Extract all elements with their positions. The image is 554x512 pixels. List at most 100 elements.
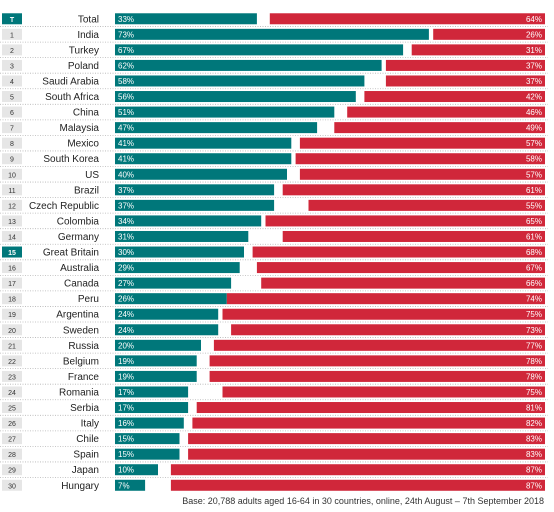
data-label-series-1: 51% xyxy=(118,108,134,117)
data-label-series-2: 67% xyxy=(526,264,542,273)
bar-series-1 xyxy=(115,417,184,429)
category-label: China xyxy=(73,108,100,119)
bar-series-2 xyxy=(308,199,545,211)
data-label-series-1: 31% xyxy=(118,232,134,241)
bar-series-1 xyxy=(115,402,189,414)
rank-badge xyxy=(2,417,22,429)
rank-label: 18 xyxy=(8,297,16,304)
rank-label: 6 xyxy=(10,110,14,117)
bar-series-2 xyxy=(261,277,545,289)
data-label-series-2: 58% xyxy=(526,155,542,164)
category-label: Turkey xyxy=(69,45,99,56)
bar-series-1 xyxy=(115,308,219,320)
rank-badge xyxy=(2,75,22,87)
rank-label: 2 xyxy=(10,48,14,55)
data-label-series-1: 33% xyxy=(118,15,134,24)
rank-badge xyxy=(2,464,22,476)
bar-series-2 xyxy=(269,13,545,25)
category-label: Argentina xyxy=(56,310,99,321)
data-label-series-2: 83% xyxy=(526,435,542,444)
category-label: India xyxy=(77,30,99,41)
rank-label: 27 xyxy=(8,437,16,444)
category-label: Germany xyxy=(58,232,99,243)
data-label-series-1: 7% xyxy=(118,481,130,490)
data-label-series-1: 16% xyxy=(118,419,134,428)
bar-series-2 xyxy=(231,324,545,336)
bar-series-1 xyxy=(115,386,189,398)
bar-series-1 xyxy=(115,293,227,305)
data-label-series-1: 19% xyxy=(118,372,134,381)
data-label-series-1: 17% xyxy=(118,404,134,413)
bar-series-1 xyxy=(115,324,219,336)
bar-series-2 xyxy=(411,44,545,56)
category-label: South Africa xyxy=(45,92,99,103)
data-label-series-1: 15% xyxy=(118,450,134,459)
bar-series-2 xyxy=(256,262,545,274)
rank-label: 22 xyxy=(8,359,16,366)
data-label-series-1: 37% xyxy=(118,201,134,210)
bar-series-1 xyxy=(115,137,292,149)
rank-label: T xyxy=(10,17,15,24)
rank-badge xyxy=(2,59,22,71)
category-label: Australia xyxy=(60,263,99,274)
bar-series-1 xyxy=(115,433,180,445)
bar-series-2 xyxy=(213,339,545,351)
rank-badge xyxy=(2,137,22,149)
rank-label: 14 xyxy=(8,234,16,241)
bar-series-1 xyxy=(115,448,180,460)
data-label-series-2: 87% xyxy=(526,481,542,490)
data-label-series-2: 87% xyxy=(526,466,542,475)
bar-series-1 xyxy=(115,184,275,196)
bar-series-1 xyxy=(115,122,318,134)
rank-label: 1 xyxy=(10,32,14,39)
bar-series-1 xyxy=(115,370,197,382)
rank-badge xyxy=(2,246,22,258)
data-label-series-1: 40% xyxy=(118,170,134,179)
rank-label: 16 xyxy=(8,266,16,273)
category-label: Canada xyxy=(64,279,99,290)
data-label-series-1: 10% xyxy=(118,466,134,475)
category-label: Poland xyxy=(68,61,99,72)
bar-series-1 xyxy=(115,153,292,165)
bar-series-2 xyxy=(209,370,545,382)
category-label: South Korea xyxy=(43,154,99,165)
bar-series-1 xyxy=(115,13,257,25)
category-label: Mexico xyxy=(67,139,99,150)
data-label-series-2: 37% xyxy=(526,77,542,86)
data-label-series-1: 41% xyxy=(118,139,134,148)
data-label-series-2: 68% xyxy=(526,248,542,257)
rank-badge xyxy=(2,230,22,242)
bar-series-2 xyxy=(433,28,545,40)
category-label: Sweden xyxy=(63,325,99,336)
data-label-series-2: 57% xyxy=(526,170,542,179)
category-label: Japan xyxy=(72,465,99,476)
category-label: Chile xyxy=(76,434,99,445)
rank-label: 30 xyxy=(8,483,16,490)
bar-series-1 xyxy=(115,479,146,491)
data-label-series-2: 82% xyxy=(526,419,542,428)
rank-label: 3 xyxy=(10,63,14,70)
rank-badge xyxy=(2,479,22,491)
rank-badge xyxy=(2,91,22,103)
rank-badge xyxy=(2,293,22,305)
bar-series-1 xyxy=(115,355,197,367)
bar-series-2 xyxy=(209,355,545,367)
bar-series-2 xyxy=(192,417,545,429)
bar-series-2 xyxy=(282,230,545,242)
rank-badge xyxy=(2,308,22,320)
data-label-series-2: 78% xyxy=(526,372,542,381)
rank-badge xyxy=(2,386,22,398)
data-label-series-1: 30% xyxy=(118,248,134,257)
bar-series-1 xyxy=(115,44,404,56)
data-label-series-2: 83% xyxy=(526,450,542,459)
data-label-series-2: 75% xyxy=(526,310,542,319)
data-label-series-1: 73% xyxy=(118,30,134,39)
data-label-series-2: 64% xyxy=(526,15,542,24)
data-label-series-1: 17% xyxy=(118,388,134,397)
bar-series-1 xyxy=(115,246,244,258)
bar-series-2 xyxy=(170,464,545,476)
rank-badge xyxy=(2,122,22,134)
data-label-series-1: 62% xyxy=(118,61,134,70)
rank-badge xyxy=(2,433,22,445)
category-label: Colombia xyxy=(57,216,100,227)
